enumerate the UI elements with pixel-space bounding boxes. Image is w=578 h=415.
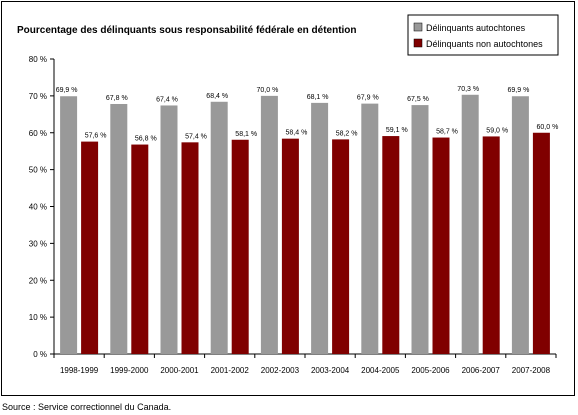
y-tick-label: 30 %: [29, 239, 47, 248]
legend-swatch: [413, 22, 423, 32]
legend-box: [407, 14, 559, 56]
data-label: 70,3 %: [457, 86, 479, 93]
bar-non-autochtones: [482, 136, 500, 354]
bar-autochtones: [210, 101, 228, 355]
chart-title: Pourcentage des délinquants sous respons…: [17, 25, 357, 36]
data-label: 56,8 %: [135, 136, 157, 143]
y-tick-label: 0 %: [33, 350, 47, 359]
bar-autochtones: [411, 105, 429, 354]
data-label: 68,4 %: [206, 93, 228, 100]
legend-label: Délinquants autochtones: [426, 23, 526, 33]
bar-non-autochtones: [281, 138, 299, 354]
x-tick-label: 2001-2002: [211, 366, 250, 375]
data-label: 70,0 %: [257, 87, 279, 94]
bar-autochtones: [361, 103, 379, 355]
chart-frame: Pourcentage des délinquants sous respons…: [1, 1, 575, 396]
x-tick-label: 1999-2000: [110, 366, 149, 375]
data-label: 69,9 %: [56, 87, 78, 94]
y-tick-label: 70 %: [29, 92, 47, 101]
bar-non-autochtones: [432, 137, 450, 354]
bar-non-autochtones: [131, 144, 149, 354]
y-tick-label: 10 %: [29, 313, 47, 322]
x-tick-label: 2000-2001: [160, 366, 199, 375]
x-tick-label: 1998-1999: [60, 366, 99, 375]
y-tick-label: 40 %: [29, 203, 47, 212]
y-tick-label: 80 %: [29, 55, 47, 64]
data-label: 60,0 %: [537, 124, 559, 131]
data-label: 67,4 %: [156, 96, 178, 103]
legend-swatch: [413, 38, 423, 48]
bar-autochtones: [110, 103, 128, 354]
x-tick-label: 2002-2003: [261, 366, 300, 375]
bar-chart: Pourcentage des délinquants sous respons…: [17, 14, 559, 375]
data-label: 67,9 %: [357, 95, 379, 102]
bar-autochtones: [160, 105, 178, 355]
y-tick-label: 60 %: [29, 129, 47, 138]
bar-autochtones: [461, 94, 479, 355]
bars: 69,9 % 57,6 % 67,8 % 56,8 % 67,4 % 57,4 % 68,4…: [56, 86, 559, 355]
data-label: 59,1 %: [386, 127, 408, 134]
data-label: 58,4 %: [286, 130, 308, 137]
bar-non-autochtones: [181, 142, 199, 354]
bar-autochtones: [511, 96, 529, 355]
data-label: 59,0 %: [486, 127, 508, 134]
bar-non-autochtones: [231, 139, 249, 354]
source-note: Source : Service correctionnel du Canada…: [2, 402, 172, 412]
bar-non-autochtones: [81, 141, 99, 354]
x-tick-label: 2007-2008: [512, 366, 551, 375]
legend: Délinquants autochtones Délinquants non a…: [407, 14, 559, 56]
axes: 0 % 10 % 20 % 30 % 40 % 50 % 60 % 70 % 80 % 1998-…: [29, 55, 557, 375]
bar-autochtones: [311, 102, 329, 354]
data-label: 58,1 %: [235, 131, 257, 138]
data-label: 68,1 %: [307, 94, 329, 101]
data-label: 58,2 %: [336, 130, 358, 137]
x-tick-label: 2004-2005: [361, 366, 400, 375]
data-label: 69,9 %: [508, 87, 530, 94]
data-label: 67,5 %: [407, 96, 429, 103]
bar-autochtones: [60, 96, 78, 355]
x-tick-label: 2003-2004: [311, 366, 350, 375]
data-label: 58,7 %: [436, 129, 458, 136]
data-label: 57,6 %: [85, 133, 107, 140]
legend-label: Délinquants non autochtones: [426, 39, 543, 49]
bar-autochtones: [260, 95, 278, 354]
bar-non-autochtones: [532, 132, 550, 354]
x-tick-label: 2005-2006: [411, 366, 450, 375]
bar-non-autochtones: [332, 139, 350, 354]
y-tick-label: 20 %: [29, 276, 47, 285]
data-label: 67,8 %: [106, 95, 128, 102]
x-tick-label: 2006-2007: [462, 366, 501, 375]
bar-non-autochtones: [382, 136, 400, 354]
data-label: 57,4 %: [185, 133, 207, 140]
y-tick-label: 50 %: [29, 166, 47, 175]
